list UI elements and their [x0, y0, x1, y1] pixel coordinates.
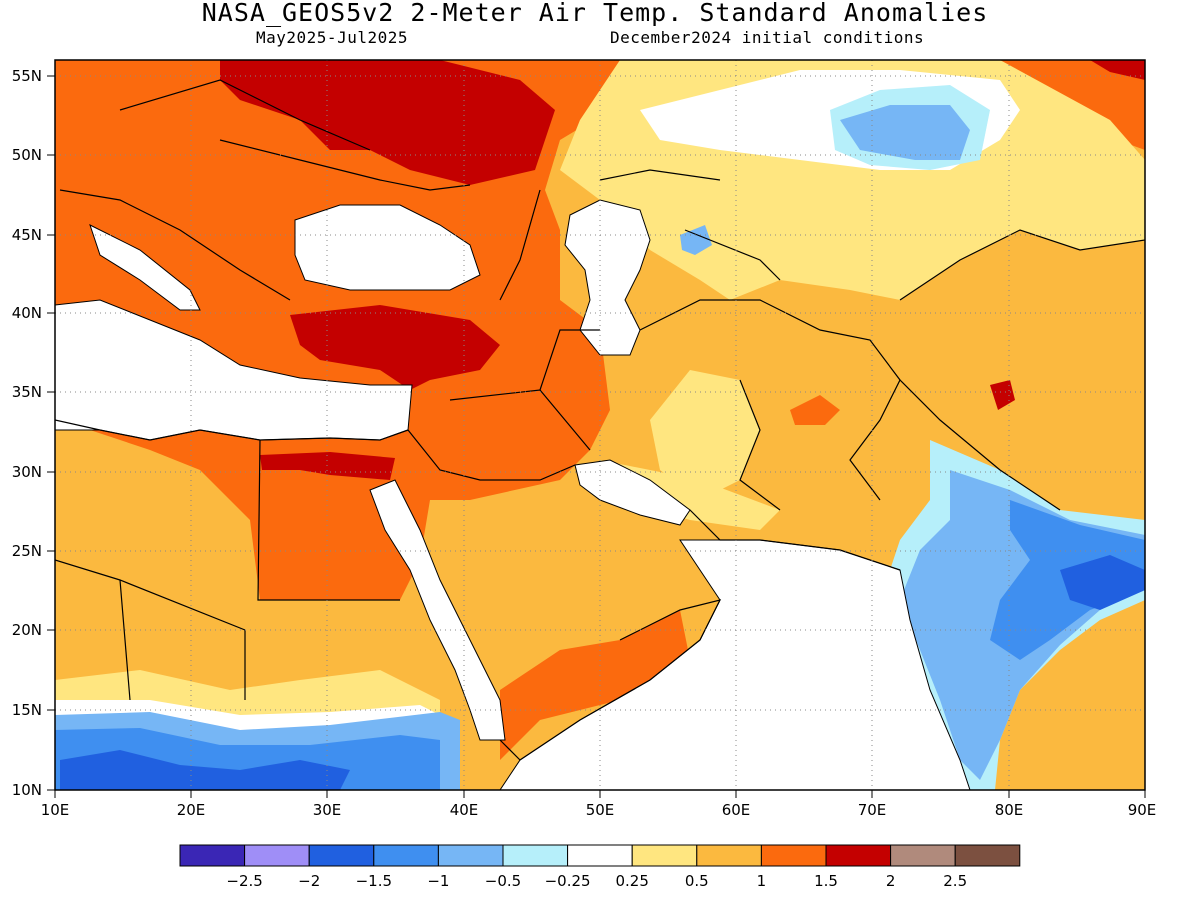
colorbar-swatch — [890, 844, 956, 867]
field-yellow-afghan — [650, 370, 760, 500]
red-sea — [369, 479, 506, 741]
colorbar-label: −1.5 — [356, 872, 392, 890]
field-red-turkey — [290, 305, 500, 390]
valid-period: May2025-Jul2025 — [256, 28, 408, 47]
lon-label: 50E — [586, 801, 615, 819]
field-blue-mongolia — [840, 105, 970, 160]
lat-label: 50N — [12, 146, 42, 164]
colorbar-label: 0.5 — [685, 872, 709, 890]
field-darkblue-bengal — [1060, 555, 1145, 610]
lon-label: 40E — [450, 801, 479, 819]
persian-gulf — [574, 459, 691, 526]
colorbar-swatch — [954, 844, 1021, 867]
black-sea — [294, 204, 481, 291]
colorbar-label: −0.25 — [545, 872, 591, 890]
colorbar-swatch — [502, 844, 569, 867]
lat-label: 25N — [12, 542, 42, 560]
colorbar-swatch — [696, 844, 762, 867]
colorbar-label: 1.5 — [814, 872, 838, 890]
field-blue-caspian-east — [680, 225, 712, 255]
lat-label: 55N — [12, 67, 42, 85]
colorbar-swatch — [825, 844, 892, 867]
chart-title: NASA_GEOS5v2 2-Meter Air Temp. Standard … — [201, 0, 989, 27]
lon-labels: 10E 20E 30E 40E 50E 60E 70E 80E 90E — [41, 801, 1157, 819]
colorbar-label: −0.5 — [485, 872, 521, 890]
colorbar — [179, 844, 1021, 867]
lat-label: 10N — [12, 781, 42, 799]
colorbar-label: 0.25 — [615, 872, 648, 890]
lon-label: 90E — [1128, 801, 1157, 819]
field-orange-lake — [790, 395, 840, 425]
colorbar-swatch — [631, 844, 698, 867]
colorbar-swatch — [437, 844, 504, 867]
colorbar-swatch — [244, 844, 310, 867]
colorbar-swatch — [179, 844, 246, 867]
adriatic-sea — [89, 224, 201, 311]
lat-label: 20N — [12, 621, 42, 639]
colorbar-label: 2.5 — [943, 872, 967, 890]
colorbar-label: −2 — [298, 872, 320, 890]
lat-label: 40N — [12, 304, 42, 322]
field-red-eastern-europe — [220, 60, 555, 185]
field-orange-yemen — [500, 610, 690, 760]
lon-label: 30E — [313, 801, 342, 819]
lon-label: 70E — [858, 801, 887, 819]
field-red-himalaya — [990, 380, 1015, 410]
caspian-sea — [564, 199, 651, 356]
lon-label: 20E — [177, 801, 206, 819]
init-conditions: December2024 initial conditions — [610, 28, 925, 47]
grid-lines — [55, 60, 1145, 790]
lat-label: 30N — [12, 463, 42, 481]
colorbar-swatch — [567, 844, 633, 867]
lon-label: 60E — [722, 801, 751, 819]
colorbar-label: 2 — [886, 872, 896, 890]
colorbar-labels: −2.5 −2 −1.5 −1 −0.5 −0.25 0.25 0.5 1 1.5 2 2.5 — [226, 872, 967, 890]
lat-labels: 55N 50N 45N 40N 35N 30N 25N 20N 15N 10N — [12, 67, 42, 799]
colorbar-label: −2.5 — [226, 872, 262, 890]
colorbar-swatch — [760, 844, 827, 867]
map-plot-area — [55, 60, 1145, 790]
field-red-northeast — [1090, 60, 1145, 80]
lon-label: 10E — [41, 801, 70, 819]
field-darkblue-sahel — [60, 750, 350, 790]
lat-label: 35N — [12, 383, 42, 401]
lon-label: 80E — [995, 801, 1024, 819]
colorbar-swatch — [373, 844, 439, 867]
colorbar-label: 1 — [757, 872, 767, 890]
colorbar-swatch — [308, 844, 375, 867]
colorbar-label: −1 — [427, 872, 449, 890]
coastlines — [55, 79, 1145, 761]
axis-ticks — [47, 75, 1146, 798]
lat-label: 45N — [12, 226, 42, 244]
lat-label: 15N — [12, 701, 42, 719]
